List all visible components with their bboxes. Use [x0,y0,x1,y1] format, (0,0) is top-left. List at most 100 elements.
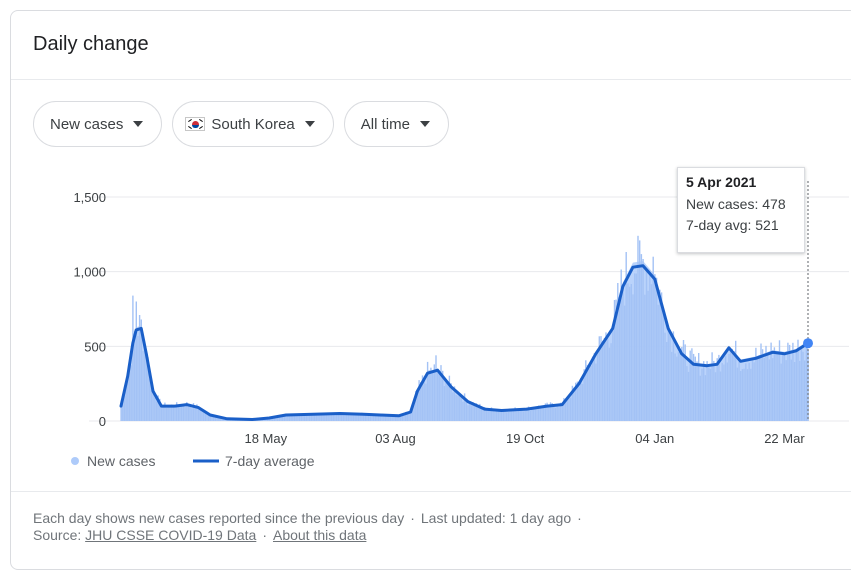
new-cases-bar [793,362,796,421]
new-cases-bar [450,383,452,421]
new-cases-bar [346,413,348,421]
new-cases-bar [320,415,323,421]
new-cases-bar [307,413,309,421]
new-cases-bar [777,352,779,421]
new-cases-bar [341,415,343,421]
new-cases-bar [297,415,299,421]
country-dropdown[interactable]: South Korea [172,101,334,147]
new-cases-bar [165,407,168,421]
new-cases-bar [721,362,723,421]
new-cases-bar [155,401,158,421]
cases-chart[interactable]: 0 500 1,000 1,500 18 May 03 Aug 19 Oct 04 Jan 22… [11,171,851,481]
new-cases-bar [144,343,146,421]
new-cases-bar [367,414,370,421]
new-cases-bar [271,418,274,421]
new-cases-bar [770,342,772,421]
new-cases-bar [578,386,580,421]
source-label: Source: [33,527,82,543]
new-cases-bar [799,360,801,421]
new-cases-bar [566,399,568,421]
new-cases-bar [748,362,750,421]
new-cases-bar [644,294,646,421]
new-cases-bar [716,358,718,421]
new-cases-bar [711,352,713,421]
new-cases-bar [773,347,776,421]
new-cases-bar [376,415,378,421]
new-cases-bar [666,342,668,421]
new-cases-bar [499,411,501,421]
new-cases-bar [728,354,730,421]
new-cases-bar [130,365,132,421]
new-cases-bar [290,413,292,421]
new-cases-bar [373,415,375,421]
new-cases-bar [278,417,281,421]
new-cases-bar [524,410,526,421]
new-cases-bar [317,412,319,421]
chart-tooltip: 5 Apr 2021 New cases: 478 7-day avg: 521 [677,167,805,253]
new-cases-bar [492,409,494,421]
new-cases-bar [206,412,208,421]
new-cases-bar [149,378,151,421]
new-cases-bar [792,342,794,421]
new-cases-bar [618,300,621,421]
new-cases-bar [504,410,506,421]
new-cases-bar [283,414,286,421]
new-cases-bar [159,398,161,421]
new-cases-bar [681,347,683,421]
new-cases-bar [160,408,163,421]
new-cases-bar [805,344,808,421]
new-cases-bar [677,352,680,421]
new-cases-bar [538,405,540,421]
new-cases-bar [684,344,686,421]
range-dropdown[interactable]: All time [343,101,449,147]
new-cases-bar [430,367,432,421]
new-cases-bar [300,413,302,421]
new-cases-bar [359,414,361,421]
new-cases-bar [378,415,380,421]
new-cases-bar [718,354,720,421]
new-cases-bar [150,379,153,421]
daily-change-card: Daily change New cases South Korea All t… [10,10,851,570]
new-cases-bar [526,407,528,421]
new-cases-bar [753,362,755,421]
new-cases-bar [330,414,333,421]
new-cases-bar [507,412,510,421]
about-link[interactable]: About this data [272,527,367,543]
tooltip-new-cases: New cases: 478 [686,196,786,212]
new-cases-bar [388,414,390,421]
new-cases-bar [339,414,341,421]
new-cases-bar [603,338,606,421]
new-cases-bar [172,407,174,421]
new-cases-bar [410,411,412,421]
new-cases-bar [465,399,467,421]
new-cases-bar [184,406,186,421]
new-cases-bar [423,379,425,421]
new-cases-bar [514,407,516,421]
new-cases-bar [364,413,366,421]
new-cases-bar [607,338,609,421]
new-cases-bar [595,363,597,421]
new-cases-bar [634,273,636,421]
new-cases-bar [176,402,178,421]
new-cases-bar [608,347,611,421]
new-cases-bar [605,332,607,421]
new-cases-bar [790,359,792,421]
new-cases-bar [157,395,159,421]
y-tick-label: 0 [99,414,106,429]
x-tick-label: 03 Aug [375,431,416,446]
new-cases-bar [302,413,304,421]
new-cases-bar [708,367,710,421]
new-cases-bar [772,358,774,421]
new-cases-bar [549,402,552,421]
new-cases-bar [689,350,691,421]
new-cases-bar [474,406,476,421]
new-cases-bar [687,371,690,421]
new-cases-bar [758,355,760,421]
source-link[interactable]: JHU CSSE COVID-19 Data [85,527,257,543]
new-cases-bar [551,403,553,421]
metric-dropdown[interactable]: New cases [33,101,163,147]
new-cases-bar [785,360,787,421]
new-cases-bar [692,353,695,421]
new-cases-bar [123,395,126,421]
new-cases-bar [735,340,737,421]
